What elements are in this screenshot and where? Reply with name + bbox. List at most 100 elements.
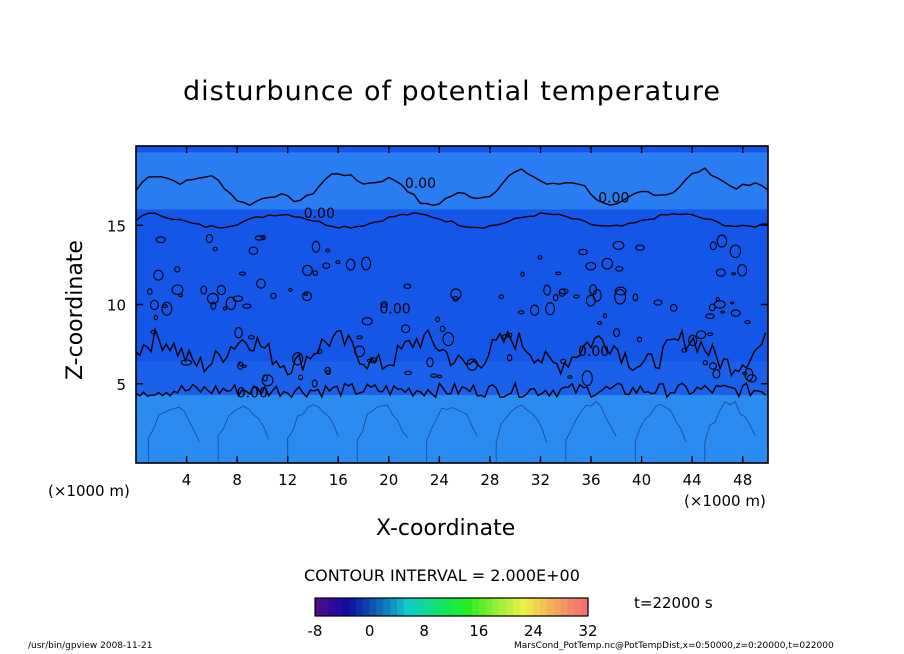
contour-blob [222,306,228,311]
contour-line-low [704,400,756,463]
contour-blob [403,283,412,290]
contour-blob [560,358,567,365]
colorbar-cell [478,598,487,616]
contour-blob [597,321,603,325]
contour-blob [270,292,277,300]
contour-blob [242,303,252,309]
contour-label: 0.00 [237,385,268,401]
colorbar-tick-label: 32 [578,622,598,640]
contour-blob [426,357,434,368]
y-axis-title: Z-coordinate [63,240,88,380]
colorbar-cell [321,598,330,616]
contour-blob [712,368,721,379]
contour-line-low [287,404,339,463]
colorbar-cell [431,598,439,616]
contour-blob [180,359,193,366]
colorbar-cell [519,598,528,616]
contour-label: 0.00 [598,190,629,206]
colorbar-cell [485,598,493,616]
colorbar-cell [533,598,541,616]
contour-blob [585,261,597,271]
contour-blob [695,330,707,340]
contour-line-low [148,406,200,463]
contour-blob [730,301,735,305]
contour-blob [302,264,313,277]
x-tick-label: 48 [733,471,752,489]
colorbar-cell [512,598,521,616]
x-unit-label-right: (×1000 m) [684,492,766,510]
contour-blob [731,272,736,276]
y-tick-label: 10 [107,297,126,315]
contour-blob [317,348,323,355]
contour-blob [653,299,663,306]
footer-right: MarsCond_PotTemp.nc@PotTempDist,x=0:5000… [514,641,834,651]
colorbar-cell [362,598,371,616]
colorbar-cell [472,598,480,616]
contour-line-low [426,407,478,463]
contour-blob [153,269,164,281]
contour-blob [325,248,331,253]
contour-line-lower [135,380,766,399]
contour-blob [558,288,566,297]
contour-blob [439,325,446,333]
contour-blob [466,358,478,371]
contour-line-upper [135,167,769,207]
colorbar-cell [335,598,343,616]
x-tick-label: 12 [278,471,297,489]
contour-blob [632,293,639,302]
contour-blob [261,374,274,387]
contour-blob [552,293,559,302]
contour-blob [311,240,321,253]
contour-blob [369,357,378,364]
contour-blob [501,334,508,339]
contour-blob [430,373,438,378]
contour-blob [567,375,573,379]
contour-blob [292,352,304,366]
contour-blob [354,345,366,358]
x-tick-label: 16 [329,471,348,489]
colorbar-cell [458,598,466,616]
contour-blob [716,234,728,248]
contour-blob [601,257,614,270]
colorbar-cell [451,598,459,616]
contour-blob [437,374,443,379]
x-tick-label: 4 [182,471,192,489]
contour-blob [729,244,742,259]
x-axis-ticks: 4 8 12 16 20 24 28 32 36 40 44 48 [182,146,752,489]
contour-blob [709,241,717,251]
contour-blob [247,335,255,340]
colorbar-cell [315,598,323,616]
contour-blob [744,320,751,325]
contour-blob [507,332,513,338]
colorbar-cell [328,598,336,616]
contour-blob [730,309,741,317]
contour-blob [147,288,153,295]
contour-blob [636,336,643,343]
contour-blob [705,313,715,320]
colorbar-cell [506,598,514,616]
contour-line-low [565,400,617,463]
contour-blob [602,313,608,319]
contour-blob [149,299,159,311]
contour-blob [171,284,184,295]
colorbar [314,597,589,617]
contour-blob [450,288,462,300]
contour-interval: CONTOUR INTERVAL = 2.000E+00 [304,566,580,585]
contour-blob [206,292,219,305]
contour-blob [361,256,372,271]
contour-blob [380,301,388,308]
contour-blob [335,260,341,265]
time-label: t=22000 s [634,594,713,612]
contour-labels: 0.00 0.00 0.00 0.00 0.00 0.00 [237,176,630,401]
colorbar-cell [369,598,377,616]
contour-blob [216,284,226,296]
colorbar-cell [540,598,548,616]
colorbar-cell [581,598,589,616]
y-axis-ticks: 5 10 15 [107,217,768,394]
contour-blob [303,292,309,296]
field-fill [136,146,768,463]
contour-blob [311,379,318,388]
colorbar-cell [547,598,555,616]
contour-blob [178,293,183,298]
